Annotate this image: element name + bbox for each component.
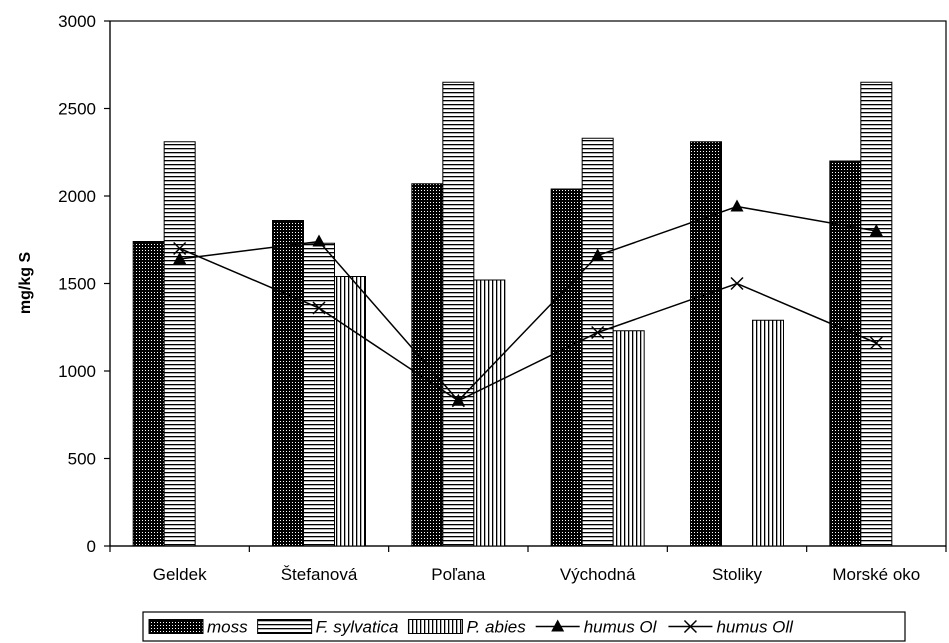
- y-tick-label: 1500: [58, 275, 96, 294]
- point-humus-oll-1: [312, 301, 326, 315]
- legend-swatch-p-abies: [407, 619, 463, 634]
- bar-f-sylvatica-0: [163, 141, 196, 547]
- point-humus-oll-2: [451, 394, 465, 408]
- bar-moss-1: [272, 220, 304, 547]
- point-humus-ol-4: [730, 199, 744, 212]
- legend-swatch-moss: [148, 619, 204, 634]
- x-tick-label: Geldek: [153, 565, 207, 584]
- point-humus-oll-5: [869, 336, 883, 350]
- y-tick-label: 0: [87, 537, 96, 556]
- bar-moss-3: [550, 188, 583, 547]
- point-humus-oll-3: [591, 325, 605, 340]
- y-axis: 0 500 1000 1500 2000 2500 3000: [58, 12, 111, 556]
- bar-f-sylvatica-2: [442, 81, 475, 547]
- y-tick-label: 1000: [58, 362, 96, 381]
- line-series: [173, 199, 883, 408]
- legend-label-p-abies: P. abies: [466, 618, 526, 637]
- line-humus-ol: [179, 205, 877, 402]
- legend-marker-humus-ol: [551, 619, 565, 632]
- bar-f-sylvatica-1: [303, 242, 335, 547]
- x-tick-label: Morské oko: [832, 565, 920, 584]
- plot-area-frame: [109, 20, 947, 547]
- y-tick-label: 2000: [58, 187, 96, 206]
- y-tick-label: 500: [68, 450, 96, 469]
- bar-p-abies-2: [473, 279, 506, 547]
- bar-moss-4: [690, 141, 722, 547]
- point-humus-oll-4: [730, 276, 744, 291]
- line-humus-oll: [179, 247, 877, 402]
- bar-p-abies-1: [334, 276, 366, 547]
- point-humus-ol-5: [869, 224, 883, 236]
- x-tick-label: Poľana: [431, 565, 486, 584]
- bar-p-abies-4: [752, 319, 784, 547]
- bars: [132, 81, 893, 547]
- point-humus-ol-3: [591, 248, 605, 261]
- point-humus-ol-1: [312, 234, 326, 247]
- legend: moss F. sylvatica P. abies humus Ol humus Ol…: [142, 611, 906, 642]
- x-axis: Geldek Štefanová Poľana Východná Stoliky Mors…: [109, 545, 947, 584]
- x-tick-label: Východná: [560, 565, 636, 584]
- y-tick-label: 3000: [58, 12, 96, 31]
- legend-swatch-f-sylvatica: [257, 619, 313, 634]
- legend-label-moss: moss: [207, 618, 248, 637]
- bar-moss-5: [829, 160, 862, 547]
- x-tick-label: Stoliky: [712, 565, 763, 584]
- y-axis-title: mg/kg S: [17, 252, 34, 315]
- bar-f-sylvatica-5: [860, 81, 893, 547]
- legend-label-f-sylvatica: F. sylvatica: [316, 618, 399, 637]
- point-humus-ol-0: [173, 252, 187, 264]
- legend-marker-humus-oll: [683, 619, 697, 634]
- legend-label-humus-ol: humus Ol: [584, 618, 658, 637]
- bar-f-sylvatica-3: [581, 137, 614, 547]
- x-tick-label: Štefanová: [281, 565, 358, 584]
- legend-label-humus-oll: humus Oll: [716, 618, 794, 637]
- y-tick-label: 2500: [58, 100, 96, 119]
- bar-p-abies-3: [612, 330, 645, 547]
- point-humus-oll-0: [173, 241, 187, 256]
- bar-moss-0: [132, 241, 165, 547]
